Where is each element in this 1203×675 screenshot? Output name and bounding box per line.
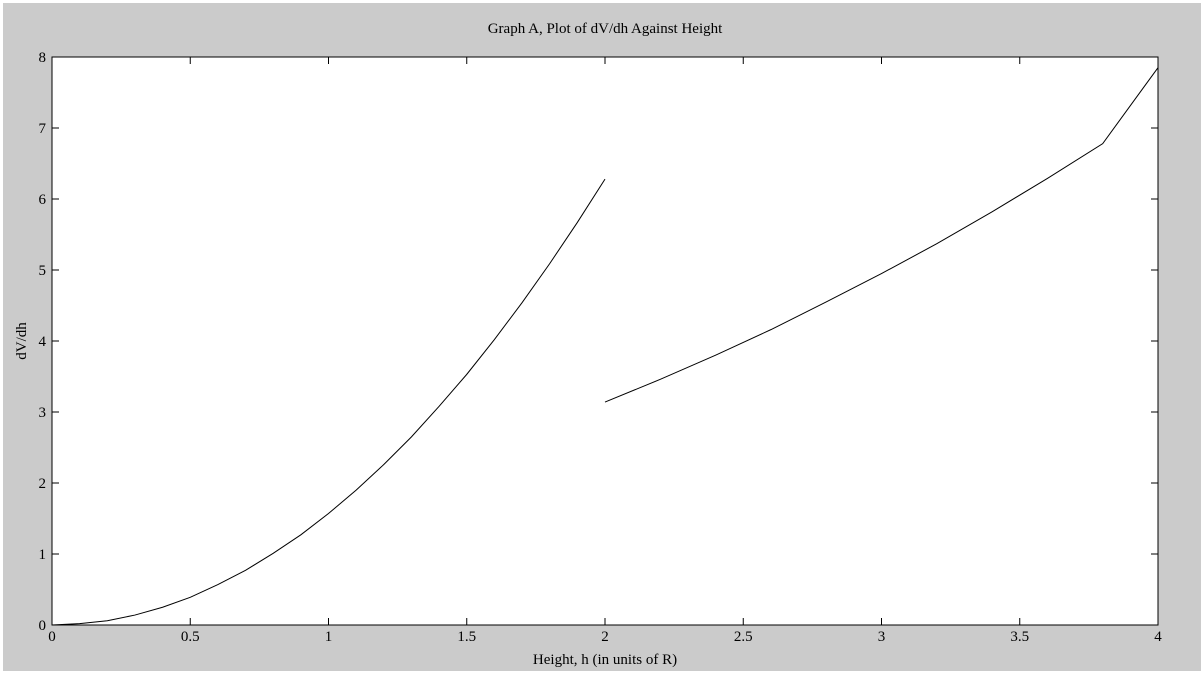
series-line-1 (51, 178, 606, 626)
y-tick-label: 8 (39, 50, 47, 66)
y-tick-label: 5 (39, 263, 47, 279)
x-tick-label: 0 (48, 629, 56, 645)
x-tick-label: 1 (325, 629, 333, 645)
chart-title: Graph A, Plot of dV/dh Against Height (488, 21, 723, 37)
tick-labels: 0 0.5 1 1.5 2 2.5 3 3.5 4 0 1 2 3 4 5 6 7 8 (39, 50, 1163, 645)
tick-marks (51, 56, 1159, 626)
data-lines (51, 67, 1159, 626)
series-line-2 (604, 67, 1159, 403)
y-axis-label: dV/dh (14, 322, 30, 360)
y-tick-label: 0 (39, 618, 47, 634)
x-tick-label: 2 (601, 629, 609, 645)
y-tick-label: 4 (39, 334, 47, 350)
x-tick-label: 0.5 (181, 629, 200, 645)
y-tick-label: 6 (39, 192, 47, 208)
x-axis-label: Height, h (in units of R) (533, 652, 677, 668)
y-tick-label: 7 (39, 121, 47, 137)
x-tick-label: 4 (1154, 629, 1162, 645)
y-tick-label: 2 (39, 476, 47, 492)
y-tick-label: 3 (39, 405, 47, 421)
x-tick-label: 2.5 (734, 629, 753, 645)
x-tick-label: 3 (878, 629, 886, 645)
plot-area (51, 56, 1159, 626)
y-tick-label: 1 (39, 547, 47, 563)
x-tick-label: 1.5 (457, 629, 476, 645)
x-tick-label: 3.5 (1010, 629, 1029, 645)
